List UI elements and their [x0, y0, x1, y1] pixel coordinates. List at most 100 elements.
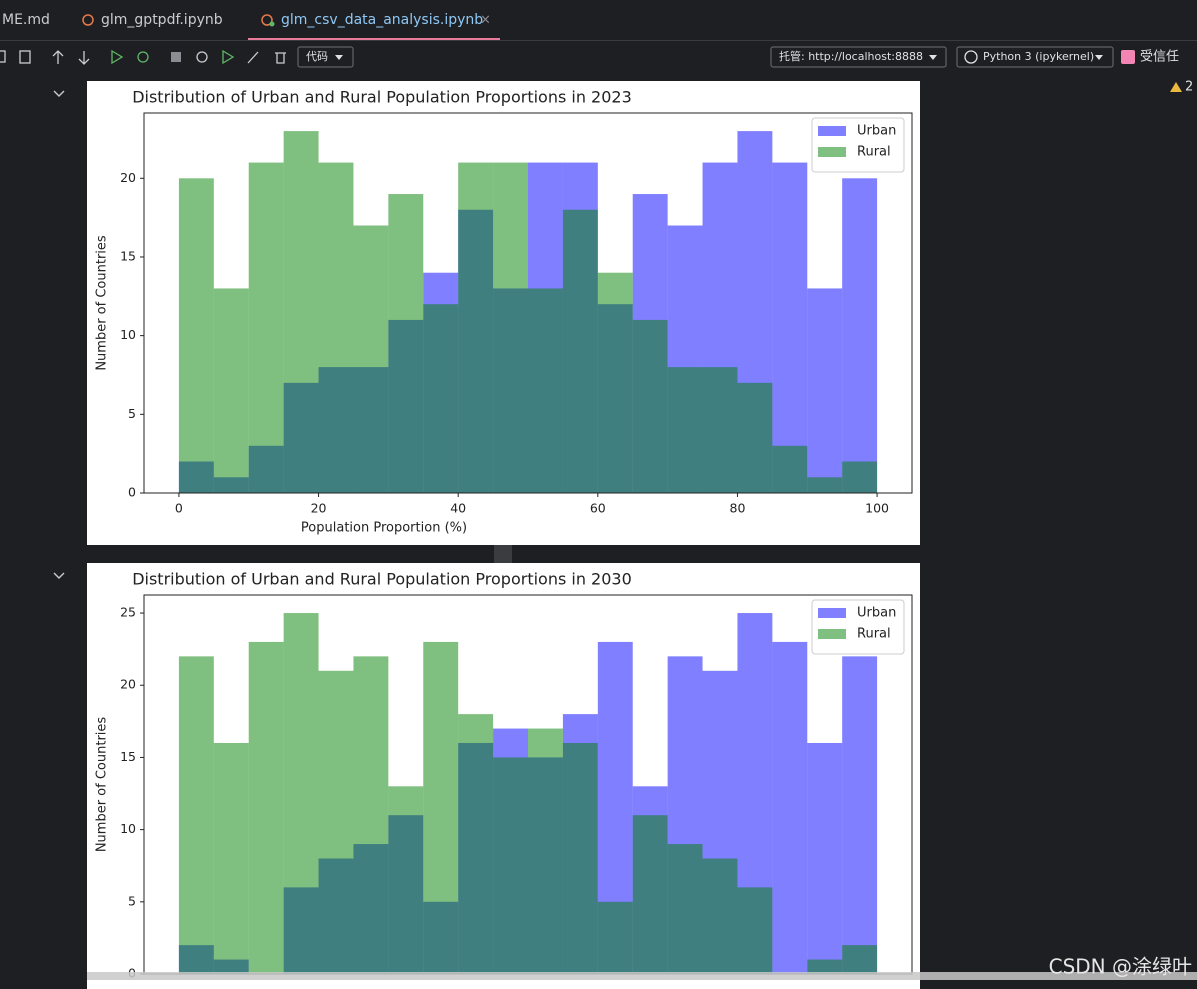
histogram-bar: [702, 858, 738, 974]
legend-label: Urban: [857, 606, 896, 621]
y-axis-label: Number of Countries: [95, 717, 110, 853]
histogram-bar: [842, 945, 878, 974]
y-tick-label: 5: [128, 893, 136, 908]
trust[interactable]: 受信任: [1140, 50, 1179, 65]
histogram-bar: [458, 714, 494, 974]
icon-clear[interactable]: [247, 51, 259, 64]
legend-label: Rural: [857, 145, 891, 160]
y-axis-label: Number of Countries: [95, 235, 110, 371]
histogram-bar: [353, 656, 389, 974]
histogram-bar: [702, 367, 738, 493]
y-tick-label: 20: [120, 170, 136, 185]
histogram-bar: [632, 815, 668, 974]
histogram-bar: [528, 728, 563, 974]
y-tick-label: 5: [128, 406, 136, 421]
tab-icon: [261, 14, 273, 26]
tab[interactable]: ME.md: [2, 12, 50, 28]
legend-swatch: [818, 608, 846, 618]
x-axis-label: Population Proportion (%): [301, 521, 467, 536]
scrollbar[interactable]: [87, 972, 1197, 980]
icon-copy[interactable]: [0, 50, 6, 63]
x-tick-label: 20: [311, 501, 327, 516]
y-tick-label: 15: [120, 248, 136, 263]
tab-status: [269, 21, 275, 27]
histogram-bar: [772, 162, 808, 493]
histogram-bar: [178, 178, 214, 493]
histogram-bar: [423, 641, 459, 974]
y-tick-label: 15: [120, 749, 136, 764]
y-tick-label: 10: [120, 327, 136, 342]
icon-restart[interactable]: [196, 51, 208, 63]
gap: [494, 545, 512, 563]
legend-label: Urban: [857, 124, 896, 139]
histogram-bar: [807, 959, 843, 974]
y-tick-label: 10: [120, 821, 136, 836]
histogram-bar: [528, 288, 563, 493]
plot-frame: [143, 112, 913, 494]
histogram-bar: [213, 742, 249, 974]
histogram-bar: [388, 786, 424, 974]
x-tick-label: 60: [590, 501, 606, 516]
cell-type: 代码: [306, 50, 328, 63]
tab[interactable]: glm_gptpdf.ipynb: [101, 12, 223, 28]
histogram-bar: [318, 670, 354, 974]
tab-icon: [82, 14, 94, 26]
histogram-bar: [597, 272, 633, 493]
icon-run-all[interactable]: [222, 49, 235, 65]
histogram-bar: [562, 742, 598, 974]
histogram-bar: [248, 162, 284, 493]
dropdown-arrow: [1095, 55, 1103, 60]
chart: 0 5 10 15 20 0 20 40 60 80 100 Distribution of Urba…: [95, 88, 913, 536]
histogram-bar: [423, 304, 459, 493]
histogram-bar: [772, 641, 808, 974]
chart-title: Distribution of Urban and Rural Populati…: [132, 88, 632, 107]
close-tab[interactable]: ×: [480, 13, 491, 28]
histogram-bar: [213, 288, 249, 493]
collapse-chevron[interactable]: [53, 572, 65, 579]
icon-up[interactable]: [52, 50, 64, 64]
histogram-bar: [388, 194, 424, 493]
histogram-bar: [493, 757, 528, 974]
y-tick-label: 20: [120, 677, 136, 692]
icon-run[interactable]: [111, 49, 124, 65]
icon-stop[interactable]: [171, 52, 181, 62]
chart: 0510152025Distribution of Urban and Rura…: [95, 570, 913, 981]
legend-swatch: [818, 126, 846, 136]
histogram-bar: [842, 461, 878, 493]
collapse-chevron[interactable]: [53, 90, 65, 97]
tab-bar: [0, 0, 1197, 40]
cell-type-select[interactable]: [297, 46, 354, 68]
chart-title: Distribution of Urban and Rural Populati…: [132, 570, 632, 589]
icon-down[interactable]: [78, 51, 90, 65]
histogram-bar: [737, 887, 773, 974]
legend-label: Rural: [857, 627, 891, 642]
server-select[interactable]: [770, 46, 947, 68]
histogram-bar: [562, 209, 598, 493]
trust-icon: [1121, 50, 1135, 64]
legend-swatch: [818, 147, 846, 157]
y-tick-label: 0: [128, 485, 136, 500]
histogram-bar: [737, 382, 773, 493]
kernel-select[interactable]: [956, 46, 1114, 68]
warning-count[interactable]: 2: [1185, 80, 1193, 95]
watermark: CSDN @涂绿叶: [1049, 955, 1192, 979]
histogram-bar: [597, 901, 633, 974]
icon-delete[interactable]: [275, 52, 286, 64]
kernel-status: [964, 50, 978, 64]
histogram-bar: [283, 131, 319, 493]
active-underline: [248, 38, 500, 40]
active-tab[interactable]: glm_csv_data_analysis.ipynb: [281, 12, 483, 28]
icon-debug[interactable]: [137, 51, 149, 63]
histogram-bar: [248, 641, 284, 974]
histogram-bar: [842, 656, 878, 974]
x-tick-label: 0: [175, 501, 183, 516]
histogram-bar: [807, 288, 843, 493]
icon-paste[interactable]: [19, 50, 31, 64]
histogram-bar: [667, 844, 703, 974]
x-tick-label: 40: [450, 501, 466, 516]
histogram-bar: [807, 742, 843, 974]
histogram-bar: [283, 613, 319, 974]
histogram-bar: [353, 225, 389, 493]
histogram-bar: [178, 656, 214, 974]
x-tick-label: 80: [730, 501, 746, 516]
